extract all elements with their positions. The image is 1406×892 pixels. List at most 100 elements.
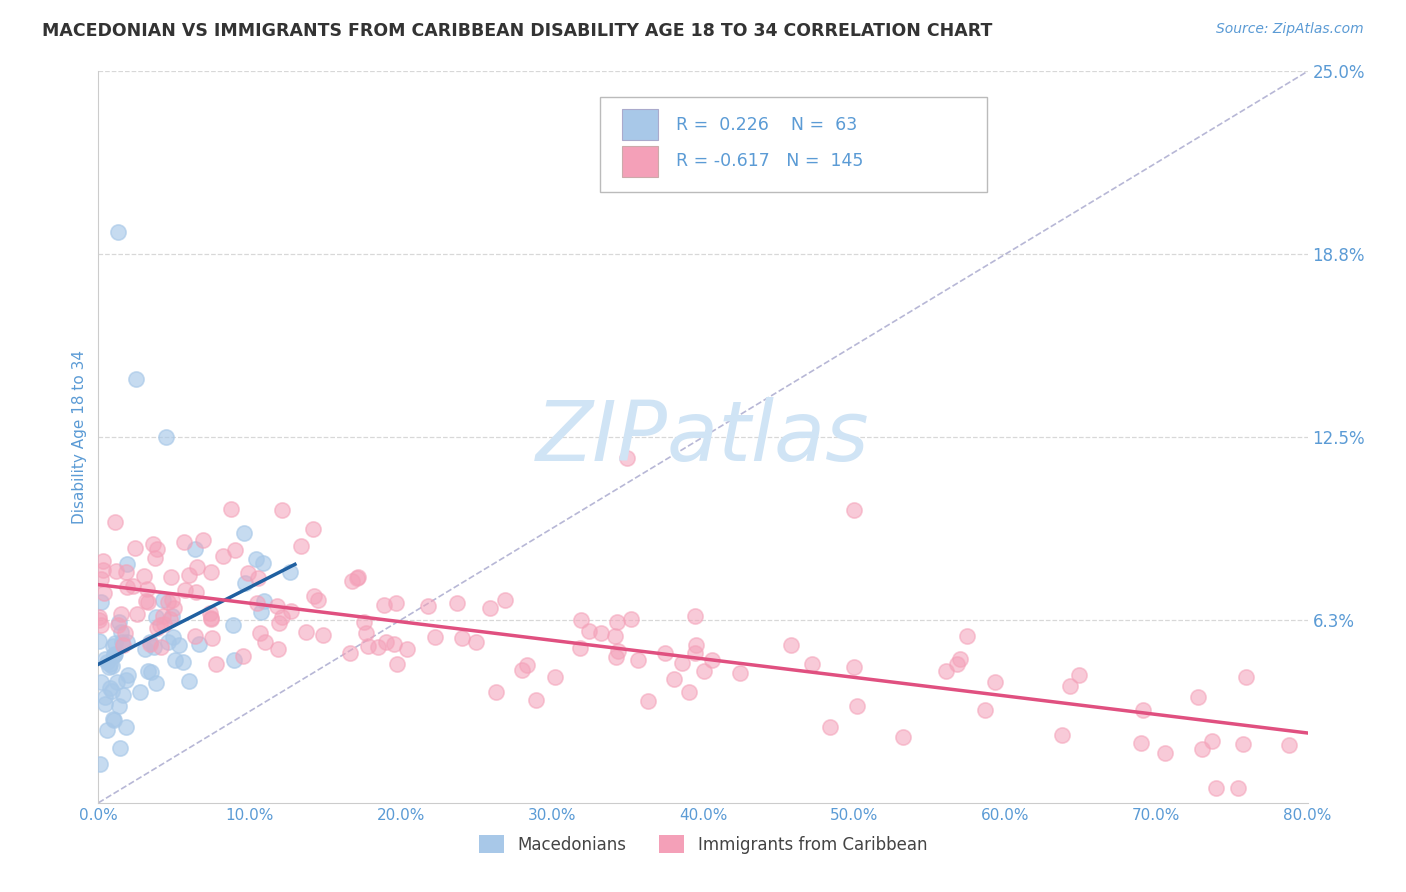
Point [221, 501, 243, 516]
Point [98, 659, 121, 673]
Point [222, 618, 245, 632]
Point [578, 624, 600, 638]
Point [301, 522, 323, 536]
Point [115, 635, 138, 649]
Point [1153, 746, 1175, 760]
Point [395, 642, 418, 657]
Point [155, 430, 177, 444]
Point [246, 596, 269, 610]
Point [249, 626, 271, 640]
Point [1278, 738, 1301, 752]
Point [91, 563, 114, 577]
Point [145, 676, 167, 690]
Point [524, 692, 547, 706]
Point [451, 631, 474, 645]
Point [139, 635, 162, 649]
Point [124, 541, 146, 555]
Point [143, 551, 166, 566]
Point [290, 539, 312, 553]
Point [145, 609, 167, 624]
Point [100, 684, 122, 698]
Point [569, 641, 592, 656]
Point [110, 740, 132, 755]
Point [160, 569, 183, 583]
Point [200, 611, 222, 625]
Point [107, 699, 129, 714]
Point [375, 635, 398, 649]
Point [173, 535, 195, 549]
Point [730, 665, 752, 680]
Point [93, 652, 115, 666]
Point [465, 635, 488, 649]
Point [1130, 736, 1153, 750]
Point [416, 599, 439, 614]
Point [250, 606, 273, 620]
Point [591, 626, 613, 640]
Point [247, 571, 270, 585]
Point [780, 638, 803, 652]
Point [142, 640, 165, 654]
Point [98, 657, 121, 671]
Point [87, 613, 110, 627]
Point [683, 646, 706, 660]
Point [842, 660, 865, 674]
Point [295, 624, 318, 639]
Point [174, 583, 197, 598]
Point [179, 674, 201, 689]
Point [162, 630, 184, 644]
Point [224, 542, 246, 557]
Point [662, 673, 685, 687]
Point [115, 580, 138, 594]
Point [606, 644, 628, 658]
Point [94, 698, 117, 712]
Point [956, 629, 979, 643]
Point [671, 657, 693, 671]
Text: MACEDONIAN VS IMMIGRANTS FROM CARIBBEAN DISABILITY AGE 18 TO 34 CORRELATION CHAR: MACEDONIAN VS IMMIGRANTS FROM CARIBBEAN … [42, 22, 993, 40]
Point [135, 582, 157, 596]
Point [103, 713, 125, 727]
Point [89, 757, 111, 772]
Point [136, 665, 159, 679]
Point [425, 630, 447, 644]
Point [156, 595, 179, 609]
Point [654, 646, 676, 660]
Point [135, 593, 157, 607]
Point [146, 621, 169, 635]
Point [142, 537, 165, 551]
Point [169, 638, 191, 652]
Point [110, 625, 132, 640]
Point [201, 631, 224, 645]
Point [1236, 670, 1258, 684]
Text: Source: ZipAtlas.com: Source: ZipAtlas.com [1216, 22, 1364, 37]
Point [110, 607, 132, 621]
Point [846, 699, 869, 714]
Point [205, 657, 228, 672]
Text: R = -0.617   N =  145: R = -0.617 N = 145 [676, 153, 863, 170]
Point [90, 595, 112, 609]
Point [253, 594, 276, 608]
Point [233, 525, 256, 540]
Point [983, 675, 1005, 690]
Point [149, 617, 172, 632]
Point [101, 659, 124, 673]
Point [89, 610, 111, 624]
Point [90, 618, 112, 632]
Point [280, 604, 302, 618]
Point [339, 646, 361, 660]
Point [152, 609, 174, 624]
Bar [621, 110, 658, 140]
Point [603, 629, 626, 643]
Point [104, 516, 127, 530]
Point [187, 637, 209, 651]
Point [108, 615, 131, 629]
Point [973, 703, 995, 717]
Point [254, 635, 277, 649]
Point [198, 607, 221, 621]
Point [96, 655, 118, 669]
Point [200, 611, 222, 625]
Point [101, 712, 124, 726]
Point [385, 657, 408, 671]
Point [152, 593, 174, 607]
Point [111, 635, 134, 649]
Point [569, 613, 592, 627]
